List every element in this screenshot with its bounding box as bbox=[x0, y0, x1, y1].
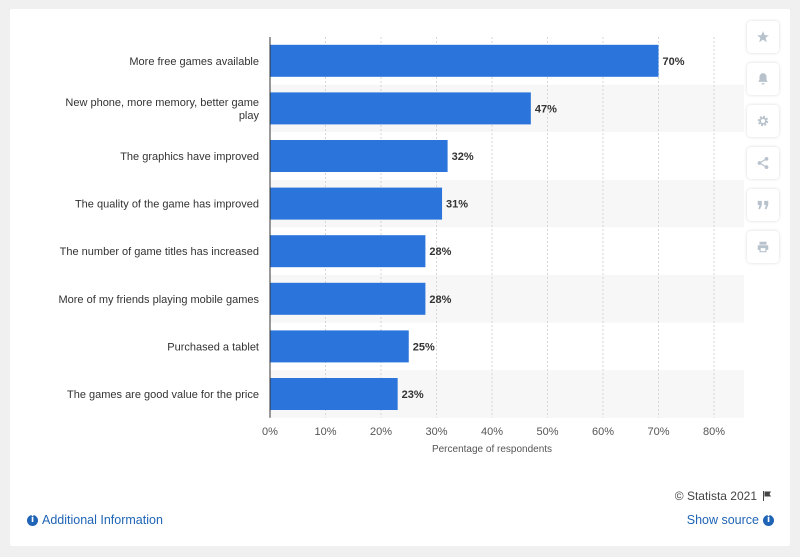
share-icon bbox=[757, 157, 769, 169]
star-icon bbox=[757, 31, 769, 43]
x-tick-label: 50% bbox=[536, 426, 558, 438]
value-label: 70% bbox=[663, 56, 685, 68]
info-icon: i bbox=[27, 514, 38, 526]
value-label: 25% bbox=[413, 341, 435, 353]
x-axis-title: Percentage of respondents bbox=[432, 444, 552, 455]
x-tick-label: 80% bbox=[703, 426, 725, 438]
cite-button[interactable] bbox=[747, 189, 779, 221]
gear-icon bbox=[757, 115, 769, 127]
value-label: 23% bbox=[402, 389, 424, 401]
bar[interactable] bbox=[270, 44, 659, 77]
print-button[interactable] bbox=[747, 231, 779, 263]
category-label: The number of game titles has increased bbox=[60, 246, 259, 258]
x-tick-label: 40% bbox=[481, 426, 503, 438]
x-tick-label: 30% bbox=[425, 426, 447, 438]
bell-icon bbox=[758, 73, 768, 85]
category-label: New phone, more memory, better game play bbox=[65, 97, 259, 122]
category-label: The games are good value for the price bbox=[67, 389, 259, 401]
bar[interactable] bbox=[270, 187, 443, 220]
bar[interactable] bbox=[270, 378, 398, 410]
value-label: 32% bbox=[452, 151, 474, 163]
settings-button[interactable] bbox=[747, 105, 779, 137]
bar[interactable] bbox=[270, 92, 531, 125]
print-icon bbox=[757, 241, 769, 253]
credit-label: © Statista 2021 bbox=[674, 489, 757, 503]
x-tick-label: 10% bbox=[314, 426, 336, 438]
additional-information-label: Additional Information bbox=[42, 513, 163, 527]
x-tick-label: 0% bbox=[262, 426, 278, 438]
category-label: Purchased a tablet bbox=[167, 341, 259, 353]
x-tick-label: 70% bbox=[647, 426, 669, 438]
value-label: 28% bbox=[429, 246, 451, 258]
bar[interactable] bbox=[270, 235, 426, 268]
additional-information-link[interactable]: i Additional Information bbox=[27, 513, 163, 527]
quote-icon bbox=[757, 200, 769, 210]
statista-credit[interactable]: © Statista 2021 bbox=[675, 489, 773, 503]
value-label: 47% bbox=[535, 103, 557, 115]
category-label: More free games available bbox=[129, 56, 259, 68]
flag-icon bbox=[763, 491, 771, 501]
share-button[interactable] bbox=[747, 147, 779, 179]
bar[interactable] bbox=[270, 330, 409, 363]
value-label: 31% bbox=[446, 199, 468, 211]
x-tick-label: 20% bbox=[370, 426, 392, 438]
bar[interactable] bbox=[270, 282, 426, 315]
favorite-button[interactable] bbox=[747, 21, 779, 53]
x-tick-label: 60% bbox=[592, 426, 614, 438]
category-label: More of my friends playing mobile games bbox=[58, 294, 259, 306]
show-source-label: Show source bbox=[686, 513, 759, 527]
notification-button[interactable] bbox=[747, 63, 779, 95]
show-source-link[interactable]: Show source i bbox=[687, 513, 774, 527]
info-icon: i bbox=[763, 514, 774, 526]
category-label: The graphics have improved bbox=[120, 151, 259, 163]
category-label: The quality of the game has improved bbox=[75, 199, 259, 211]
value-label: 28% bbox=[429, 294, 451, 306]
bar[interactable] bbox=[270, 140, 448, 172]
